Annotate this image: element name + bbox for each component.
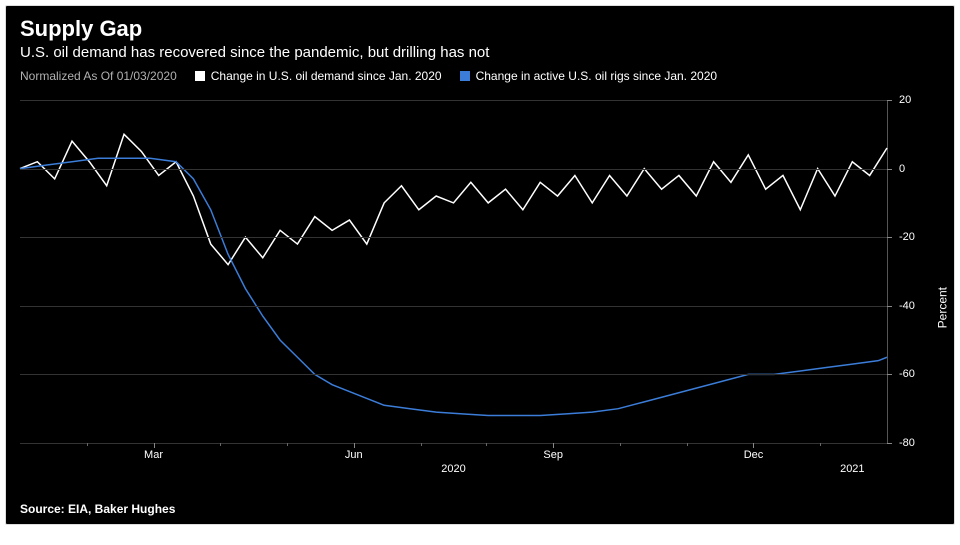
x-tick-label: Dec bbox=[744, 449, 764, 461]
line-chart-svg bbox=[20, 100, 887, 443]
gridline bbox=[20, 100, 887, 101]
x-minor-tick bbox=[87, 443, 88, 446]
y-tick-label: 0 bbox=[893, 163, 935, 175]
x-year-label: 2020 bbox=[441, 463, 465, 475]
gridline bbox=[20, 237, 887, 238]
x-tick-mark bbox=[154, 443, 155, 448]
x-tick-label: Sep bbox=[543, 449, 563, 461]
x-minor-tick bbox=[820, 443, 821, 446]
x-minor-tick bbox=[486, 443, 487, 446]
y-tick-label: -40 bbox=[893, 300, 935, 312]
line-rigs bbox=[20, 158, 887, 415]
y-tick-label: 20 bbox=[893, 94, 935, 106]
chart-container: Supply Gap U.S. oil demand has recovered… bbox=[5, 5, 955, 525]
legend-label-demand: Change in U.S. oil demand since Jan. 202… bbox=[211, 69, 442, 83]
gridline bbox=[20, 443, 887, 444]
source-attribution: Source: EIA, Baker Hughes bbox=[20, 502, 175, 516]
x-minor-tick bbox=[687, 443, 688, 446]
gridline bbox=[20, 374, 887, 375]
y-tick-label: -20 bbox=[893, 231, 935, 243]
x-tick-mark bbox=[753, 443, 754, 448]
x-tick-mark bbox=[553, 443, 554, 448]
x-tick-mark bbox=[354, 443, 355, 448]
y-tick-label: -80 bbox=[893, 437, 935, 449]
y-axis-label: Percent bbox=[935, 287, 949, 328]
chart-subtitle: U.S. oil demand has recovered since the … bbox=[6, 44, 954, 67]
plot: 200-20-40-60-80MarJunSepDec20202021 bbox=[20, 100, 888, 444]
legend-item-demand: Change in U.S. oil demand since Jan. 202… bbox=[195, 69, 442, 83]
legend-label-rigs: Change in active U.S. oil rigs since Jan… bbox=[476, 69, 717, 83]
chart-title: Supply Gap bbox=[6, 6, 954, 44]
x-tick-label: Jun bbox=[345, 449, 363, 461]
x-year-label: 2021 bbox=[840, 463, 864, 475]
legend: Normalized As Of 01/03/2020 Change in U.… bbox=[6, 67, 954, 89]
y-tick-label: -60 bbox=[893, 368, 935, 380]
legend-note: Normalized As Of 01/03/2020 bbox=[20, 69, 177, 83]
plot-area: 200-20-40-60-80MarJunSepDec20202021 Perc… bbox=[20, 100, 940, 474]
gridline bbox=[20, 306, 887, 307]
x-minor-tick bbox=[421, 443, 422, 446]
line-demand bbox=[20, 134, 887, 264]
x-tick-label: Mar bbox=[144, 449, 163, 461]
x-minor-tick bbox=[620, 443, 621, 446]
legend-swatch-demand bbox=[195, 71, 205, 81]
legend-item-rigs: Change in active U.S. oil rigs since Jan… bbox=[460, 69, 717, 83]
legend-swatch-rigs bbox=[460, 71, 470, 81]
gridline bbox=[20, 169, 887, 170]
x-minor-tick bbox=[220, 443, 221, 446]
x-minor-tick bbox=[287, 443, 288, 446]
